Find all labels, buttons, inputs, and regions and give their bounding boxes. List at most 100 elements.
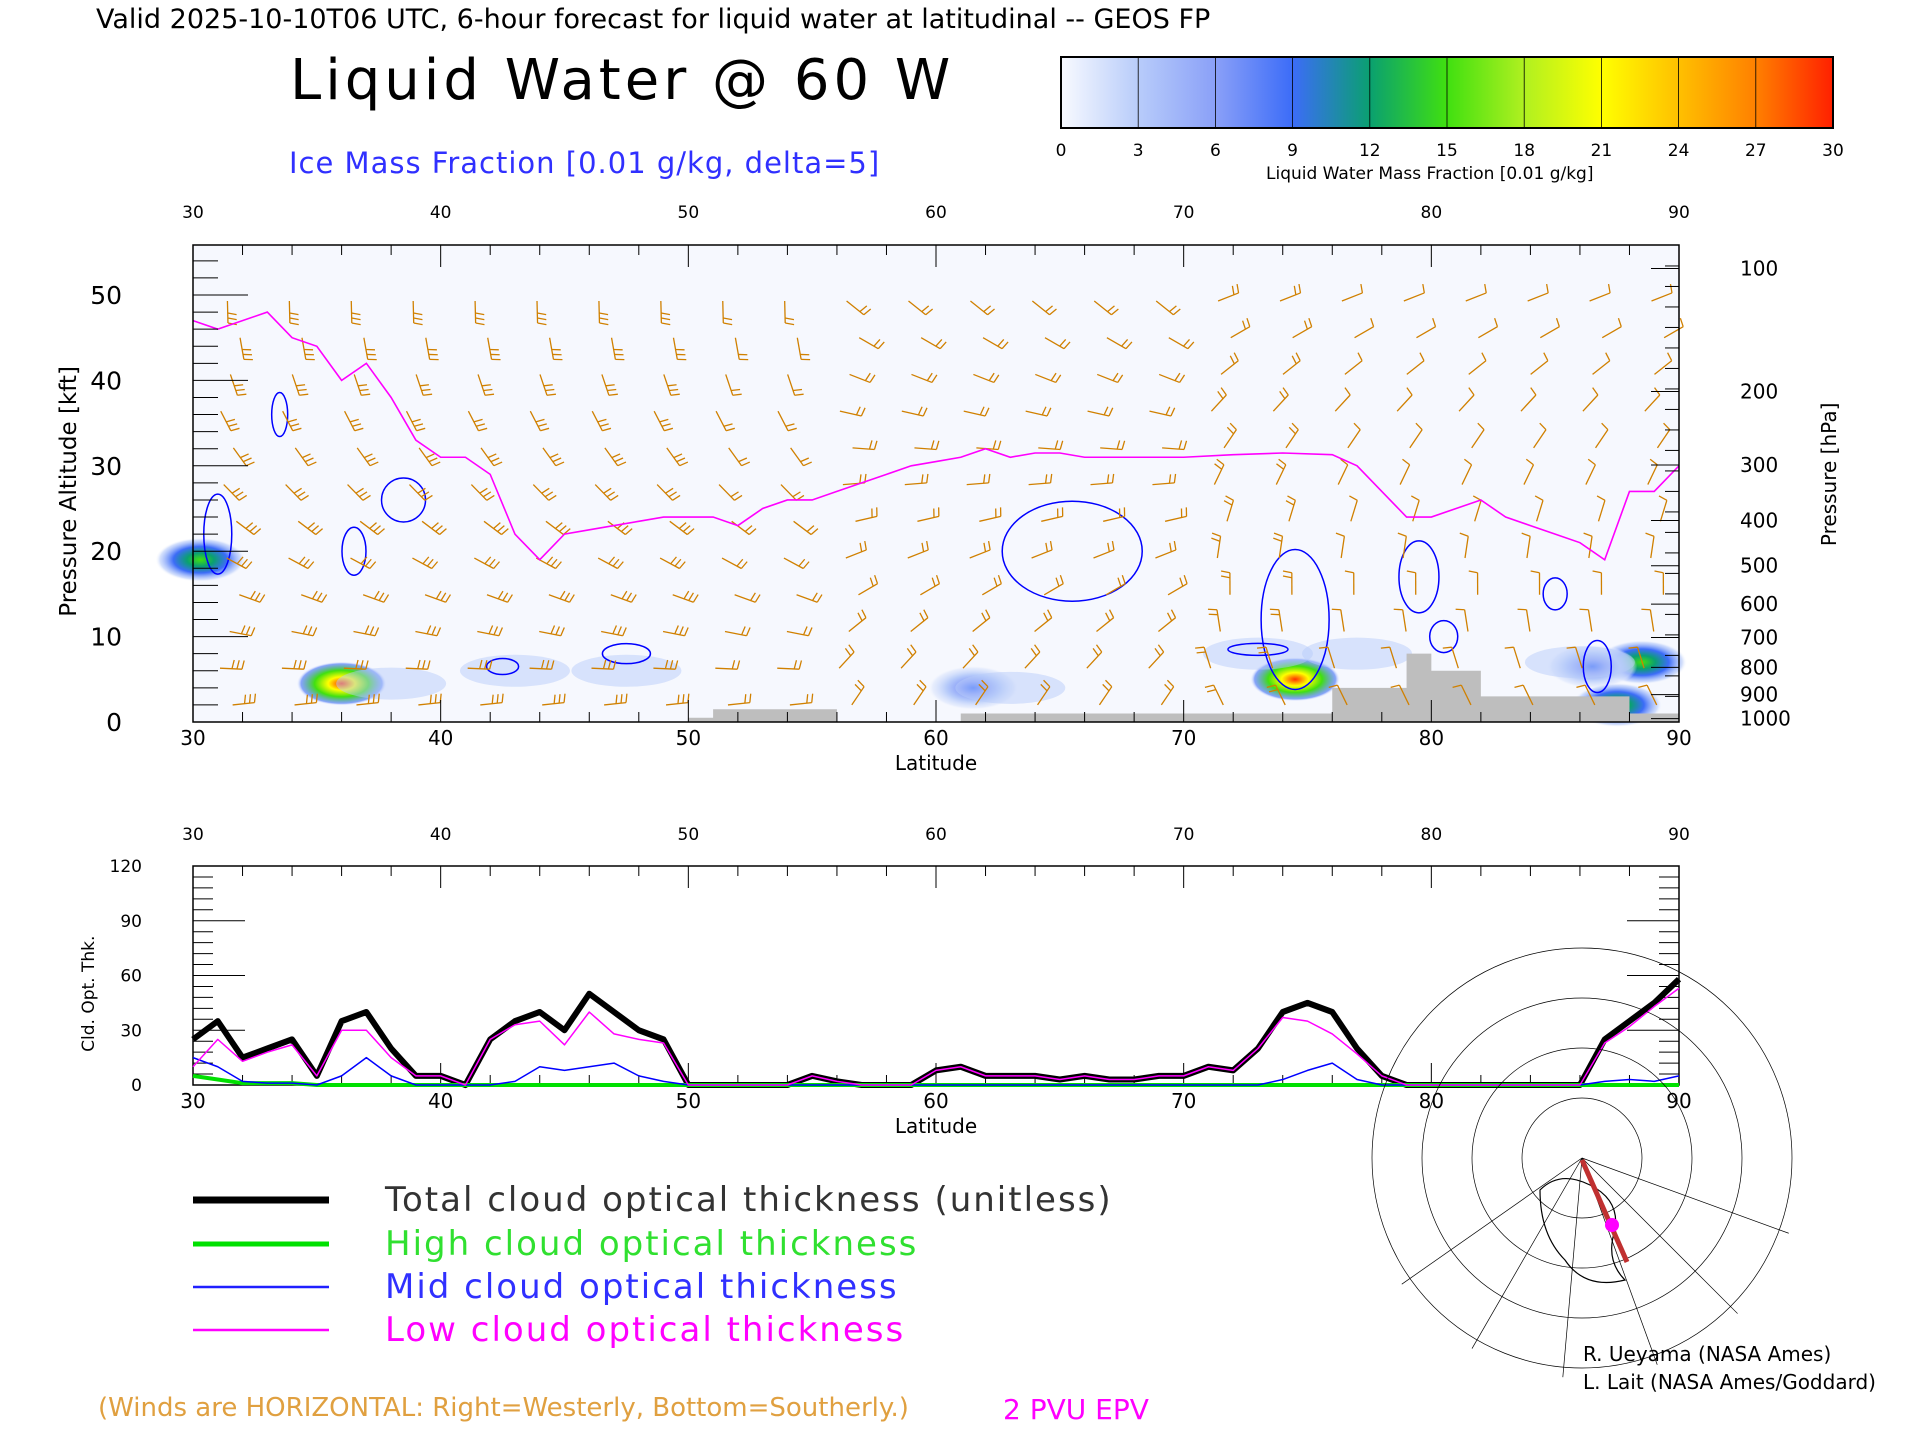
wind-barb-flag <box>1273 537 1282 542</box>
wind-barb-flag <box>1318 646 1328 649</box>
colorbar-caption: Liquid Water Mass Fraction [0.01 g/kg] <box>1266 164 1594 184</box>
wind-barb-flag <box>227 312 237 316</box>
wind-barb <box>982 337 1009 350</box>
cloud-area <box>955 671 1066 704</box>
wind-barb <box>601 625 627 637</box>
wind-barb-flag <box>1179 374 1186 383</box>
wind-barb-flag <box>1349 495 1358 501</box>
wind-barb-flag <box>1442 646 1452 649</box>
wind-barb-shaft <box>846 300 865 316</box>
wind-barb-flag <box>1121 339 1129 347</box>
wind-barb-flag <box>744 525 753 533</box>
wind-barb-flag <box>367 694 370 704</box>
wind-barb-shaft <box>548 337 555 360</box>
wind-barb-flag <box>493 522 501 530</box>
wind-barb-flag <box>1282 570 1292 574</box>
wind-barb-shaft <box>542 701 565 706</box>
wind-barb-flag <box>1173 540 1177 551</box>
wind-barb-flag <box>1001 341 1009 350</box>
wind-barb-flag <box>968 647 976 657</box>
wind-barb-flag <box>741 626 746 636</box>
wind-barb-shaft <box>1037 686 1051 706</box>
wind-barb-flag <box>481 384 491 387</box>
wind-barb <box>784 300 795 326</box>
wind-barb-shaft <box>1093 300 1112 316</box>
wind-barb-flag <box>1370 317 1375 327</box>
wind-barb-shaft <box>412 300 415 323</box>
wind-barb-shaft <box>1513 647 1521 669</box>
wind-barb-shaft <box>229 374 239 396</box>
wind-barb-flag <box>298 660 302 670</box>
wind-barb <box>1478 317 1499 339</box>
wind-barb-flag <box>1105 612 1111 622</box>
wind-barb-shaft <box>852 447 875 451</box>
wind-barb <box>301 337 315 361</box>
wind-barb-flag <box>754 594 761 603</box>
wind-barb-shaft <box>597 557 618 570</box>
cloud-area <box>1202 637 1313 670</box>
wind-barb-shaft <box>666 447 681 467</box>
wind-barb-shaft <box>1096 373 1118 384</box>
pressure-tick-label: 500 <box>1740 554 1778 578</box>
wind-barb-flag <box>931 577 936 587</box>
wind-barb-flag <box>1546 283 1549 294</box>
wind-barb <box>1220 352 1239 375</box>
wind-barb-flag <box>1105 679 1113 688</box>
wind-barb-flag <box>597 418 607 423</box>
wind-barb-flag <box>559 525 567 533</box>
top-plot-x-tick-label: 90 <box>1666 726 1691 750</box>
wind-barb <box>1210 387 1227 412</box>
wind-barb-shaft <box>480 701 503 706</box>
wind-barb-flag <box>848 644 855 653</box>
wind-barb <box>467 659 493 670</box>
wind-barb-flag <box>869 577 874 587</box>
wind-barb-flag <box>435 590 442 600</box>
wind-barb-shaft <box>900 651 917 669</box>
wind-barb-flag <box>293 487 302 494</box>
wind-barb-flag <box>507 594 513 603</box>
wind-barb-shaft <box>1478 326 1498 339</box>
wind-barb-flag <box>859 542 863 552</box>
wind-barb <box>1230 317 1251 339</box>
wind-barb-flag <box>1530 570 1540 574</box>
wind-barb-flag <box>349 418 359 423</box>
wind-barb <box>1390 684 1410 706</box>
wind-barb-flag <box>303 558 310 567</box>
wind-barb-shaft <box>1471 429 1485 449</box>
wind-barb-flag <box>250 590 256 600</box>
wind-barb <box>855 507 878 522</box>
kft-axis-label: Pressure Altitude [kft] <box>56 366 82 617</box>
wind-barb-flag <box>237 393 247 396</box>
wind-barb-flag <box>1468 387 1475 396</box>
wind-barb-shaft <box>343 410 356 432</box>
wind-barb-shaft <box>970 300 989 316</box>
wind-barb <box>669 520 695 536</box>
wind-barb <box>1098 679 1113 706</box>
wind-barb <box>1031 540 1053 559</box>
wind-barb-flag <box>1045 305 1053 313</box>
wind-barb-flag <box>620 525 629 533</box>
wind-barb-flag <box>303 660 307 670</box>
wind-barb-shaft <box>1275 464 1287 485</box>
wind-barb-flag <box>537 317 547 321</box>
wind-barb-flag <box>979 406 985 416</box>
wind-barb-flag <box>1166 612 1173 622</box>
wind-barb-flag <box>1216 458 1225 466</box>
wind-barb-flag <box>1169 542 1172 552</box>
ice-contour <box>485 657 520 676</box>
wind-barb-flag <box>664 659 669 669</box>
wind-barb-flag <box>661 423 671 427</box>
wind-barb-flag <box>1617 317 1622 327</box>
wind-barb-flag <box>426 558 434 567</box>
wind-barb-shaft <box>350 300 353 323</box>
wind-barb-flag <box>972 644 979 653</box>
wind-barb-flag <box>238 494 248 501</box>
wind-barb-flag <box>250 627 256 637</box>
wind-barb-flag <box>549 453 559 459</box>
wind-barb-flag <box>488 558 496 567</box>
wind-barb-flag <box>540 427 550 432</box>
wind-barb-flag <box>1170 407 1176 417</box>
wind-barb <box>418 447 441 467</box>
wind-barb <box>1504 646 1521 669</box>
wind-barb-flag <box>550 625 556 635</box>
